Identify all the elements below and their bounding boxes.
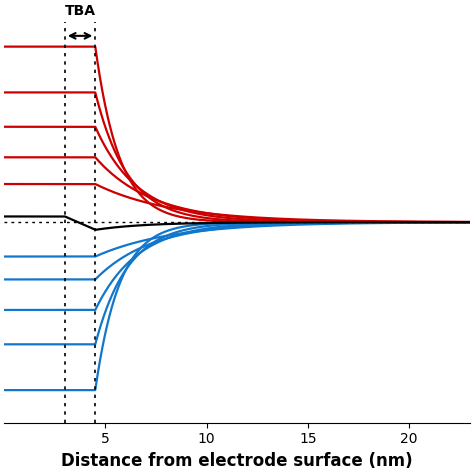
Text: TBA: TBA — [64, 4, 96, 18]
X-axis label: Distance from electrode surface (nm): Distance from electrode surface (nm) — [61, 452, 413, 470]
